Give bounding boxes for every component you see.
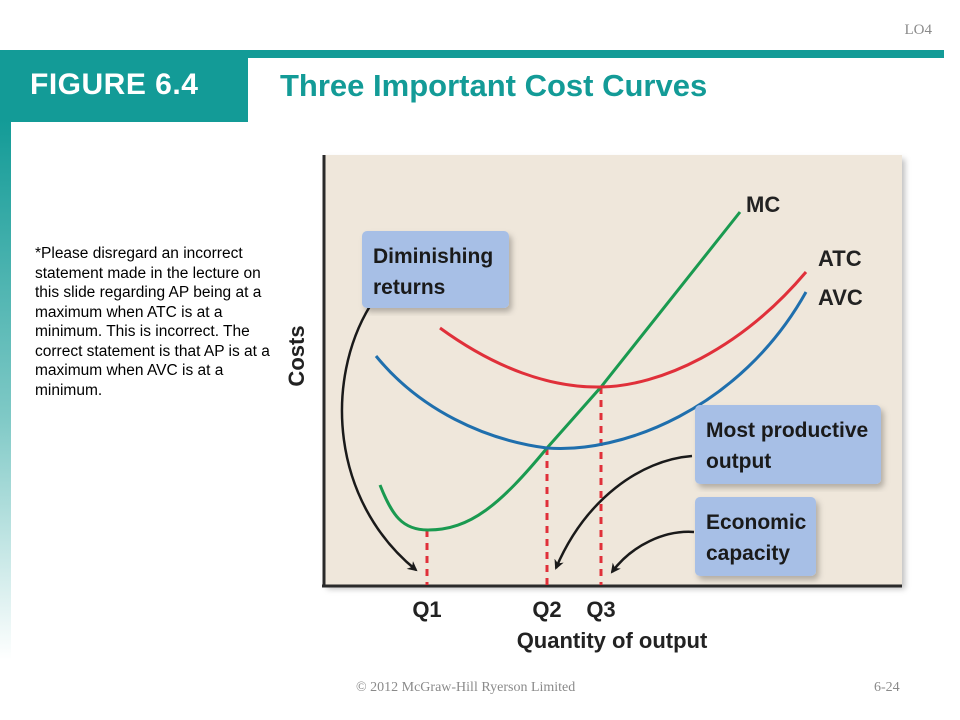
callout-text: returns <box>373 276 445 299</box>
arrow-to-q2 <box>554 454 693 570</box>
callout-text: Diminishing <box>373 245 493 268</box>
x-tick-q1: Q1 <box>412 597 441 622</box>
callout-text: Economic <box>706 511 807 534</box>
x-tick-q2: Q2 <box>532 597 561 622</box>
arrow-to-q3 <box>610 530 695 574</box>
arrow-to-q1 <box>340 305 418 572</box>
disclaimer-note: *Please disregard an incorrect statement… <box>35 245 270 399</box>
x-tick-q3: Q3 <box>586 597 615 622</box>
callout-most-productive-output: Most productive output <box>695 405 881 484</box>
callout-economic-capacity: Economic capacity <box>695 497 816 576</box>
learning-objective-tag: LO4 <box>904 22 933 38</box>
callout-text: Most productive <box>706 419 868 442</box>
curve-mc <box>378 211 742 532</box>
figure-label: FIGURE 6.4 <box>30 68 199 101</box>
series-label-atc: ATC <box>818 246 862 271</box>
figure-title: Three Important Cost Curves <box>280 68 708 103</box>
curve-atc <box>439 271 808 389</box>
figure-label-box <box>0 50 248 122</box>
copyright-text: © 2012 McGraw-Hill Ryerson Limited <box>356 680 576 695</box>
callout-diminishing-returns: Diminishing returns <box>362 231 509 308</box>
header-rule <box>0 50 944 58</box>
series-label-mc: MC <box>746 192 780 217</box>
y-axis-label: Costs <box>284 325 309 386</box>
callout-text: capacity <box>706 542 790 565</box>
x-axis-label: Quantity of output <box>517 628 708 653</box>
callout-box <box>695 497 816 576</box>
callout-text: output <box>706 450 771 473</box>
page-number: 6-24 <box>874 680 900 695</box>
curve-avc <box>374 291 808 451</box>
callout-box <box>362 231 509 308</box>
callout-box <box>695 405 881 484</box>
left-accent-bar <box>0 120 11 660</box>
series-label-avc: AVC <box>818 285 863 310</box>
